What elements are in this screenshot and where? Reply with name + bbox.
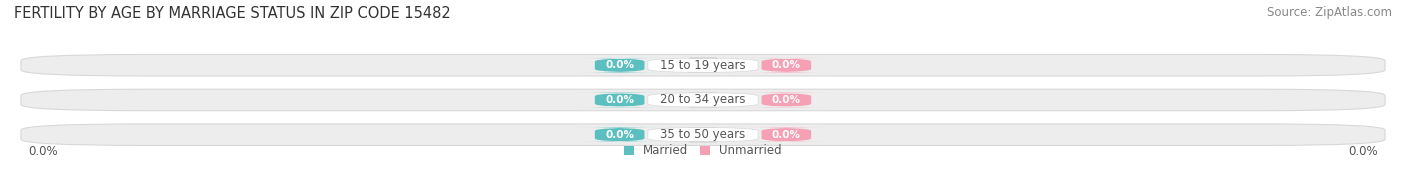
FancyBboxPatch shape bbox=[648, 93, 758, 107]
Text: 0.0%: 0.0% bbox=[605, 95, 634, 105]
FancyBboxPatch shape bbox=[575, 58, 664, 73]
Text: 0.0%: 0.0% bbox=[1348, 145, 1378, 158]
FancyBboxPatch shape bbox=[742, 93, 831, 107]
Text: 0.0%: 0.0% bbox=[28, 145, 58, 158]
Text: 0.0%: 0.0% bbox=[605, 130, 634, 140]
Legend: Married, Unmarried: Married, Unmarried bbox=[624, 144, 782, 157]
Text: 0.0%: 0.0% bbox=[772, 130, 801, 140]
Text: Source: ZipAtlas.com: Source: ZipAtlas.com bbox=[1267, 6, 1392, 19]
FancyBboxPatch shape bbox=[648, 127, 758, 142]
FancyBboxPatch shape bbox=[21, 54, 1385, 76]
FancyBboxPatch shape bbox=[21, 89, 1385, 111]
Text: FERTILITY BY AGE BY MARRIAGE STATUS IN ZIP CODE 15482: FERTILITY BY AGE BY MARRIAGE STATUS IN Z… bbox=[14, 6, 451, 21]
FancyBboxPatch shape bbox=[575, 127, 664, 142]
Text: 35 to 50 years: 35 to 50 years bbox=[661, 128, 745, 141]
Text: 0.0%: 0.0% bbox=[772, 95, 801, 105]
FancyBboxPatch shape bbox=[21, 124, 1385, 145]
Text: 15 to 19 years: 15 to 19 years bbox=[661, 59, 745, 72]
Text: 0.0%: 0.0% bbox=[605, 60, 634, 70]
Text: 0.0%: 0.0% bbox=[772, 60, 801, 70]
FancyBboxPatch shape bbox=[742, 127, 831, 142]
FancyBboxPatch shape bbox=[648, 58, 758, 73]
FancyBboxPatch shape bbox=[575, 93, 664, 107]
Text: 20 to 34 years: 20 to 34 years bbox=[661, 93, 745, 106]
FancyBboxPatch shape bbox=[742, 58, 831, 73]
